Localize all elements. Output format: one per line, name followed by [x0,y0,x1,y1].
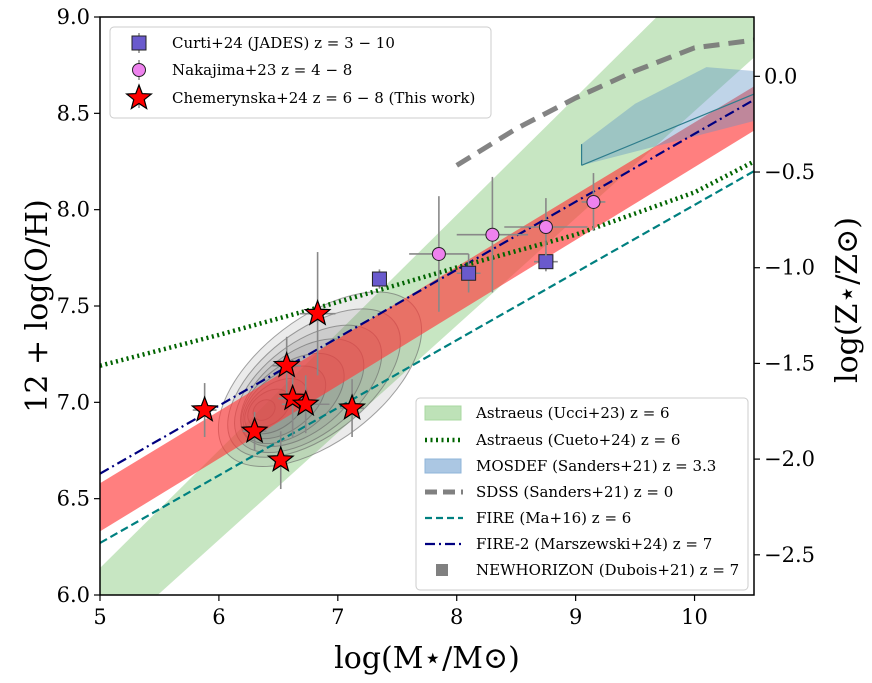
legend-bottom-label-4: FIRE (Ma+16) z = 6 [476,509,631,527]
curti-point-0 [371,271,387,287]
x-tick-label-3: 8 [450,605,463,629]
legend-bottom-label-3: SDSS (Sanders+21) z = 0 [476,483,673,501]
legend-bottom-label-0: Astraeus (Ucci+23) z = 6 [475,404,670,422]
x-tick-label-5: 10 [681,605,708,629]
astraeus-cueto-line [100,159,754,368]
legend-top-marker-1 [132,63,146,77]
nakajima-point-1 [485,227,500,242]
y-tick-label-6: 9.0 [57,5,90,29]
mosdef-center-line [581,93,754,166]
chemerynska-point-7 [338,393,367,421]
chemerynska-point-1 [240,416,269,444]
sdss-line [455,37,754,168]
y-tick-label-3: 7.5 [57,294,90,318]
legend-top: Curti+24 (JADES) z = 3 − 10 Nakajima+23 … [109,26,492,119]
chemerynska-point-2 [266,445,295,473]
y2-tick-label-3: −1.0 [764,256,815,280]
legend-top-label-0: Curti+24 (JADES) z = 3 − 10 [172,34,395,52]
chemerynska-point-6 [303,299,332,326]
x-tick-label-2: 7 [331,605,344,629]
y-tick-label-5: 8.5 [57,101,90,125]
y2-tick-label-2: −1.5 [764,351,815,375]
y-tick-label-4: 8.0 [57,198,90,222]
y-tick-label-0: 6.0 [57,583,90,607]
legend-bottom-marker-0 [424,405,462,421]
legend-bottom-label-1: Astraeus (Cueto+24) z = 6 [475,431,680,449]
y2-tick-label-5: 0.0 [764,64,797,88]
y2-axis-label: log(Z⋆/Z⊙) [830,217,865,383]
chemerynska-point-5 [291,389,320,417]
legend-bottom-marker-6 [436,564,448,576]
x-axis-label: log(M⋆/M⊙) [334,641,520,676]
legend-bottom: Astraeus (Ucci+23) z = 6 Astraeus (Cueto… [415,397,749,591]
y2-tick-label-0: −2.5 [764,543,815,567]
x-tick-label-4: 9 [569,605,582,629]
x-tick-label-1: 6 [212,605,225,629]
y-tick-label-1: 6.5 [57,487,90,511]
nakajima-point-2 [538,220,553,235]
legend-top-marker-0 [131,35,147,51]
legend-bottom-label-5: FIRE-2 (Marszewski+24) z = 7 [476,535,712,553]
nakajima-point-0 [431,246,446,261]
x-tick-label-0: 5 [93,605,106,629]
legend-bottom-marker-2 [424,458,462,474]
y2-tick-label-4: −0.5 [764,160,815,184]
curti-point-1 [461,265,477,281]
chemerynska-point-0 [190,395,219,422]
legend-top-label-1: Nakajima+23 z = 4 − 8 [172,61,352,79]
chemerynska-point-3 [272,351,301,378]
legend-top-box [109,26,492,119]
y-tick-label-2: 7.0 [57,390,90,414]
chemerynska-point-4 [278,383,307,411]
y-axis-label: 12 + log(O/H) [20,199,55,413]
mosdef-band [581,67,754,166]
y2-tick-label-1: −2.0 [764,447,815,471]
nakajima-point-3 [586,194,601,209]
legend-top-marker-2 [125,83,153,110]
legend-bottom-label-2: MOSDEF (Sanders+21) z = 3.3 [476,457,716,475]
fire-ma16-line [100,170,754,544]
curti-point-2 [538,254,554,270]
legend-top-label-2: Chemerynska+24 z = 6 − 8 (This work) [172,89,475,107]
legend-bottom-box [415,397,749,591]
legend-bottom-label-6: NEWHORIZON (Dubois+21) z = 7 [476,561,739,579]
